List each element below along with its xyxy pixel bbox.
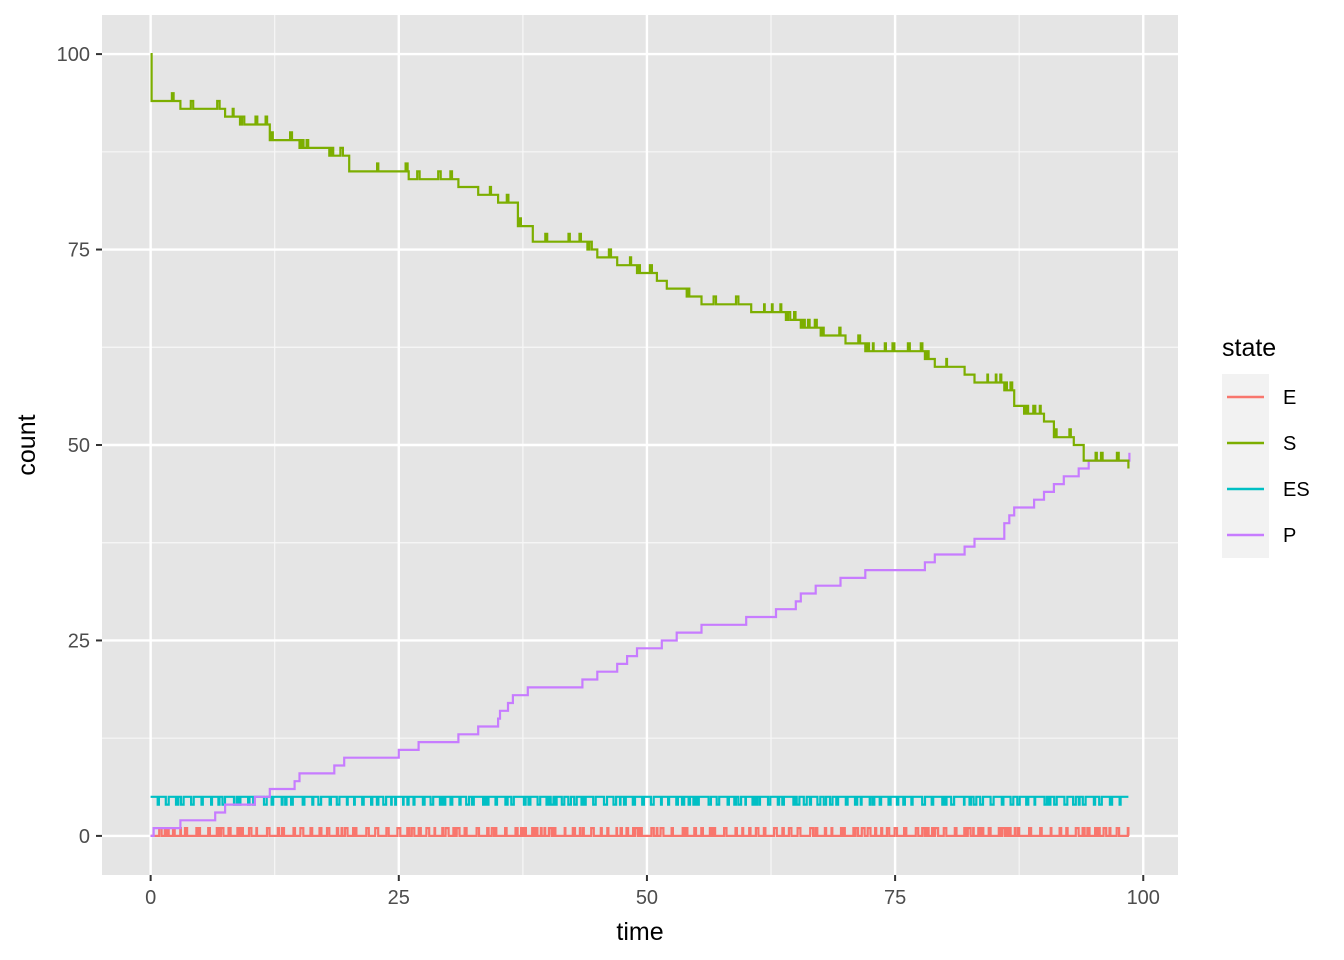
legend-label-p: P bbox=[1283, 525, 1296, 547]
x-axis-title: time bbox=[616, 918, 663, 946]
x-tick-label: 0 bbox=[145, 887, 156, 909]
y-tick-label: 100 bbox=[57, 44, 90, 66]
series-line-es bbox=[150, 795, 1129, 806]
legend-key-background bbox=[1222, 374, 1269, 558]
legend-title: state bbox=[1222, 334, 1276, 362]
y-axis-title: count bbox=[13, 414, 41, 475]
series-line-e bbox=[150, 827, 1130, 837]
x-tick-label: 25 bbox=[388, 887, 410, 909]
legend-label-s: S bbox=[1283, 433, 1296, 455]
series-line-s bbox=[150, 53, 1130, 469]
x-tick-label: 100 bbox=[1127, 887, 1160, 909]
y-tick-label: 25 bbox=[68, 630, 90, 652]
y-tick-label: 0 bbox=[79, 826, 90, 848]
y-tick-label: 75 bbox=[68, 240, 90, 262]
legend-label-e: E bbox=[1283, 387, 1296, 409]
series-layer bbox=[150, 53, 1131, 837]
x-tick-label: 75 bbox=[884, 887, 906, 909]
x-tick-label: 50 bbox=[636, 887, 658, 909]
legend-label-es: ES bbox=[1283, 479, 1310, 501]
series-line-p bbox=[150, 452, 1131, 837]
axes-layer: 0 25 50 75 100 0 25 50 75 100 bbox=[57, 44, 1160, 909]
y-tick-label: 50 bbox=[68, 435, 90, 457]
